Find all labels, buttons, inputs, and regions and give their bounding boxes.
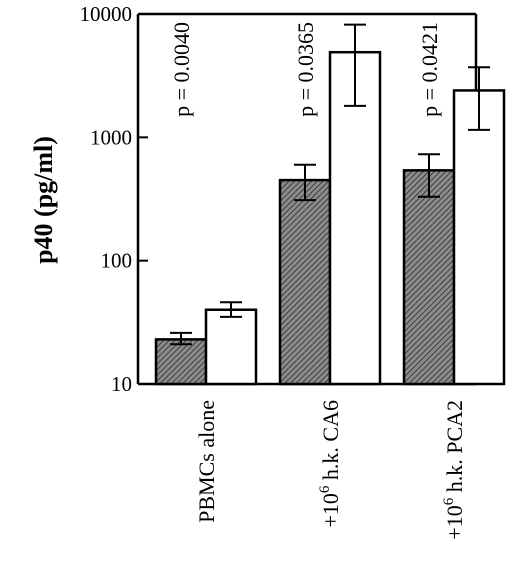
plot-area: 10 100 1000 10000 p = 0.0040 PBMCs alone p = 0…: [80, 2, 506, 540]
bar-open: [328, 50, 382, 386]
bar-hatched: [278, 178, 332, 386]
category-label: +106 h.k. CA6: [317, 400, 343, 527]
bar-open: [204, 308, 258, 386]
bar-hatched: [402, 169, 456, 386]
y-tick-label: 1000: [90, 125, 132, 149]
y-tick-label: 10000: [80, 2, 133, 26]
p-value-label: p = 0.0040: [169, 22, 194, 117]
bar-hatched: [154, 338, 208, 386]
category-label: +106 h.k. PCA2: [441, 400, 467, 540]
y-tick-label: 10: [111, 372, 132, 396]
p-value-label: p = 0.0421: [417, 22, 442, 117]
y-axis-title: p40 (pg/ml): [29, 136, 58, 264]
category-label: PBMCs alone: [194, 400, 219, 523]
p-value-label: p = 0.0365: [293, 22, 318, 117]
bar-open: [452, 89, 506, 386]
y-tick-label: 100: [101, 249, 133, 273]
